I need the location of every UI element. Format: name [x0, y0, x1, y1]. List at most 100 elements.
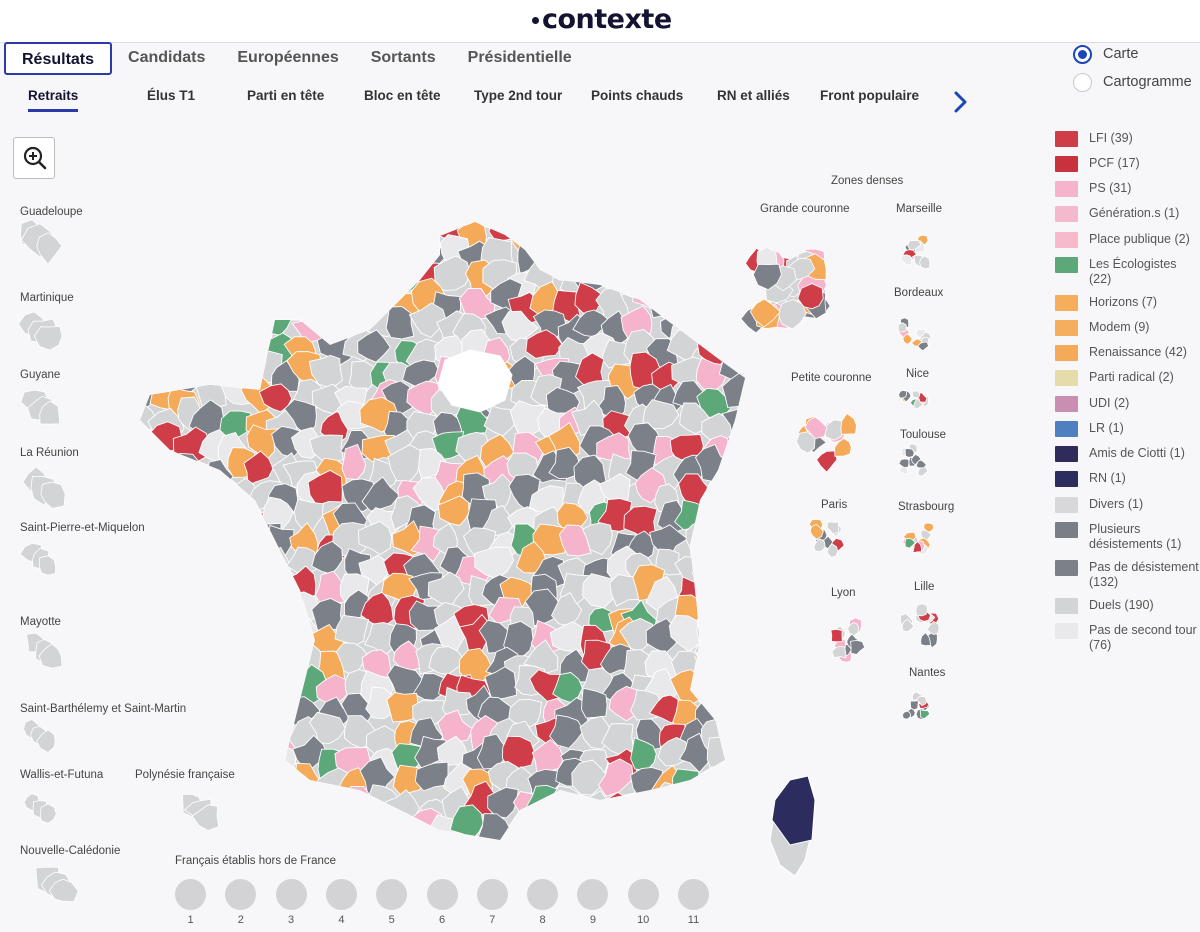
legend-label: Place publique (2) — [1089, 232, 1190, 246]
constituency — [140, 625, 153, 654]
zone-label: Toulouse — [900, 429, 947, 441]
logo[interactable]: contexte — [532, 4, 672, 35]
subtab-parti-en-tete[interactable]: Parti en tête — [247, 88, 325, 103]
constituency — [695, 309, 735, 343]
constituency — [140, 336, 165, 373]
constituency — [173, 668, 202, 707]
abroad-circle[interactable] — [426, 879, 458, 910]
constituency — [604, 808, 639, 840]
constituency — [308, 354, 343, 389]
constituency — [694, 627, 730, 662]
constituency — [532, 523, 570, 556]
overseas-label: Nouvelle-Calédonie — [20, 845, 121, 857]
dense-zone-constituency — [915, 695, 927, 707]
abroad-number: 9 — [589, 914, 596, 926]
constituency — [189, 641, 223, 674]
constituency — [474, 546, 515, 580]
constituency — [174, 238, 213, 274]
constituency — [140, 811, 165, 840]
subtab-front-populaire[interactable]: Front populaire — [820, 88, 919, 103]
constituency — [720, 476, 745, 513]
abroad-number: 4 — [338, 914, 345, 926]
constituency — [333, 238, 364, 273]
constituency — [396, 243, 426, 280]
constituency — [626, 790, 659, 822]
view-carte-option[interactable]: Carte — [1073, 43, 1138, 65]
legend-label: LFI (39) — [1089, 131, 1133, 145]
dense-zone-constituency — [919, 709, 931, 720]
tab-presidentielle[interactable]: Présidentielle — [467, 48, 572, 66]
abroad-circle[interactable] — [376, 879, 408, 910]
abroad-circle[interactable] — [225, 879, 257, 910]
view-cartogramme-option[interactable]: Cartogramme — [1073, 71, 1192, 93]
constituency — [646, 285, 678, 319]
constituency — [223, 529, 252, 559]
abroad-circle[interactable] — [577, 879, 609, 910]
zone-label: Nantes — [909, 667, 946, 679]
zoom-button[interactable] — [13, 137, 55, 179]
tab-resultats[interactable]: Résultats — [4, 41, 113, 75]
constituency — [216, 602, 248, 637]
constituency — [170, 325, 210, 362]
chevron-right-icon[interactable] — [950, 90, 970, 114]
constituency — [293, 284, 329, 318]
dense-zone-constituency — [919, 255, 931, 270]
subtab-retraits[interactable]: Retraits — [28, 88, 79, 112]
abroad-circle[interactable] — [476, 879, 508, 910]
constituency — [187, 725, 223, 755]
abroad-circle[interactable] — [527, 879, 559, 910]
constituency — [441, 686, 476, 719]
subtab-rn-et-allies[interactable]: RN et alliés — [717, 88, 790, 103]
constituency — [178, 717, 213, 750]
constituency — [367, 818, 403, 840]
tab-candidats[interactable]: Candidats — [128, 48, 206, 66]
constituency — [692, 781, 727, 819]
constituency — [512, 818, 542, 840]
constituency — [268, 268, 304, 297]
constituency — [635, 266, 664, 301]
abroad-circle[interactable] — [678, 879, 709, 910]
constituency — [727, 783, 745, 817]
abroad-circle[interactable] — [175, 879, 206, 910]
constituency — [146, 817, 182, 840]
constituency — [414, 761, 449, 792]
dense-zone-constituency — [813, 538, 826, 553]
constituency — [247, 285, 281, 321]
dense-zone-constituency — [830, 628, 843, 643]
constituency — [668, 614, 701, 653]
radio-carte[interactable] — [1073, 44, 1092, 64]
subtab-elus-t1[interactable]: Élus T1 — [147, 88, 196, 103]
constituency — [581, 522, 613, 556]
subtab-points-chauds[interactable]: Points chauds — [591, 88, 684, 103]
legend-swatch — [1055, 257, 1078, 273]
tab-europeennes[interactable]: Européennes — [237, 48, 339, 66]
constituency — [646, 242, 679, 274]
legend-label: Modem (9) — [1089, 320, 1150, 334]
constituency — [140, 307, 152, 341]
constituency — [721, 496, 745, 533]
radio-cartogramme[interactable] — [1073, 72, 1092, 92]
abroad-circle[interactable] — [627, 879, 659, 910]
constituency — [153, 519, 186, 557]
legend-swatch — [1055, 345, 1078, 361]
overseas-label: Wallis-et-Futuna — [20, 769, 104, 781]
tab-sortants[interactable]: Sortants — [370, 48, 436, 66]
abroad-circle[interactable] — [275, 879, 307, 910]
subtab-type-2nd-tour[interactable]: Type 2nd tour — [474, 88, 563, 103]
constituency — [210, 281, 249, 318]
constituency — [171, 222, 207, 240]
constituency — [197, 299, 233, 340]
subtab-bloc-en-tete[interactable]: Bloc en tête — [364, 88, 441, 103]
abroad-number: 5 — [388, 914, 395, 926]
constituency — [293, 498, 324, 535]
constituency — [502, 735, 536, 769]
constituency — [241, 267, 275, 298]
main-tabs: Résultats Candidats Européennes Sortants… — [4, 41, 588, 75]
carte-label: Carte — [1103, 46, 1139, 62]
constituency — [726, 430, 745, 459]
constituency — [266, 284, 301, 315]
abroad-circle[interactable] — [325, 879, 357, 910]
constituency — [263, 785, 297, 819]
constituency — [392, 640, 427, 672]
